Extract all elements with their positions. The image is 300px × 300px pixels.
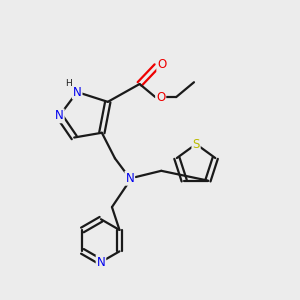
Text: S: S — [192, 138, 200, 151]
Text: N: N — [125, 172, 134, 185]
Text: O: O — [157, 58, 167, 71]
Text: N: N — [97, 256, 105, 268]
Text: N: N — [73, 85, 82, 98]
Text: N: N — [55, 109, 64, 122]
Text: O: O — [156, 91, 165, 104]
Text: H: H — [65, 79, 72, 88]
